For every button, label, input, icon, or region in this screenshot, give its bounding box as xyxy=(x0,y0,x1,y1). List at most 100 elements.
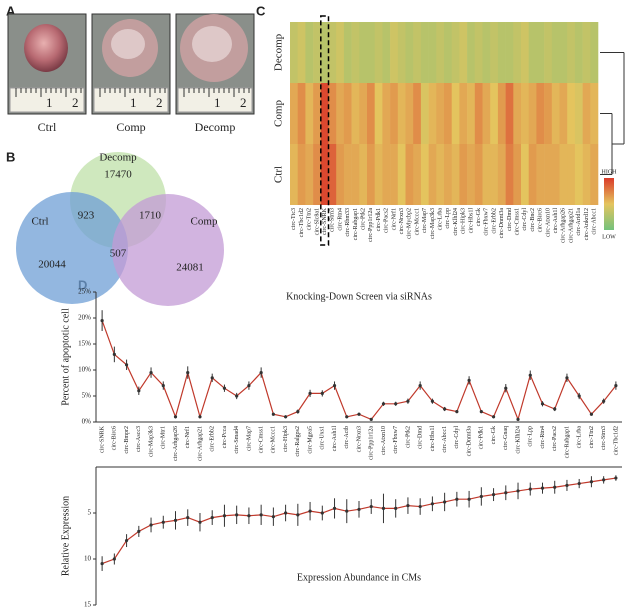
column-label: circ-Rtn4 xyxy=(337,208,343,231)
point xyxy=(528,373,532,377)
heat-cell xyxy=(297,144,306,205)
heat-cell xyxy=(590,144,599,205)
column-label: circ-SNRK xyxy=(322,207,328,235)
heat-cell xyxy=(374,83,383,144)
y-axis-label: Relative Expression xyxy=(60,496,71,576)
heat-cell xyxy=(290,22,298,83)
column-label: circ-Erbb2 xyxy=(491,208,497,234)
point xyxy=(443,500,447,504)
heat-cell xyxy=(328,144,337,205)
series-line xyxy=(101,320,617,422)
heat-cell xyxy=(336,22,345,83)
heat-cell xyxy=(574,83,583,144)
point xyxy=(553,485,557,489)
point xyxy=(161,384,165,388)
ruler-number: 1 xyxy=(214,95,221,110)
row-label: Comp xyxy=(273,100,285,127)
heat-cell xyxy=(374,22,383,83)
ruler-number: 2 xyxy=(156,95,163,110)
point xyxy=(565,483,569,487)
heat-cell xyxy=(444,22,452,83)
column-label: circ-Ttn2 xyxy=(307,208,313,230)
point xyxy=(112,352,116,356)
heat-cell xyxy=(528,144,537,205)
y-tick-label: 15 xyxy=(84,601,92,609)
point xyxy=(198,520,202,524)
heat-cell xyxy=(436,83,445,144)
point xyxy=(516,489,520,493)
heat-cell xyxy=(459,83,468,144)
column-label: circ-Hipk3 xyxy=(461,208,467,234)
heat-cell xyxy=(382,144,391,205)
heat-cell xyxy=(436,22,445,83)
ruler xyxy=(9,87,85,113)
point xyxy=(430,502,434,506)
x-tick-label: circ-Arhgap26 xyxy=(173,426,179,461)
heat-cell xyxy=(328,22,337,83)
x-tick-label: circ-Mtr1 xyxy=(161,426,167,449)
x-tick-label: circ-Atxn10 xyxy=(381,426,387,455)
heat-cell xyxy=(528,83,537,144)
point xyxy=(345,509,349,513)
x-tick-label: circ-Ascc3 xyxy=(136,426,142,452)
heat-cell xyxy=(382,83,391,144)
column-label: circ-Pacs2 xyxy=(384,208,390,233)
heat-cell xyxy=(559,22,568,83)
x-tick-label: circ-Lrba xyxy=(577,426,583,449)
heat-cell xyxy=(343,83,352,144)
point xyxy=(198,415,202,419)
x-tick-label: circ-Birc6 xyxy=(112,426,118,450)
column-label: circ-Ankrd12 xyxy=(584,208,590,240)
heat-cell xyxy=(390,83,399,144)
point xyxy=(173,518,178,522)
heat-cell xyxy=(574,22,583,83)
column-label: circ-Gk xyxy=(476,208,482,226)
x-tick-label: circ-Erbb2 xyxy=(210,426,216,452)
heat-cell xyxy=(536,22,545,83)
heat-cell xyxy=(551,22,560,83)
series-line xyxy=(101,477,616,565)
point xyxy=(406,399,410,403)
column-label: circ-Mccc1 xyxy=(414,208,420,235)
ruler xyxy=(93,87,169,113)
x-tick-label: circ-Tbc1d2 xyxy=(613,426,619,455)
highlight-box xyxy=(320,15,330,246)
heat-cell xyxy=(405,83,414,144)
column-label: circ-Lrba xyxy=(438,208,444,231)
column-label: circ-Cmss1 xyxy=(515,208,521,235)
point xyxy=(296,513,300,517)
point xyxy=(137,529,141,534)
point xyxy=(614,476,618,480)
point xyxy=(149,523,153,527)
x-tick-label: circ-Smad4 xyxy=(234,426,240,454)
column-label: circ-Hbs1l xyxy=(468,208,474,234)
chart-title: Expression Abundance in CMs xyxy=(297,572,421,583)
venn-set-label: Decomp xyxy=(99,152,137,164)
x-tick-label: circ-Rtn4 xyxy=(540,426,546,449)
column-label: circ-Tbc1d2 xyxy=(299,208,305,237)
point xyxy=(369,504,373,509)
column-label: circ-Atxn10 xyxy=(545,208,551,237)
heat-cell xyxy=(536,144,545,205)
column-label: circ-Ppp1r12a xyxy=(368,208,374,242)
heat-cell xyxy=(536,83,545,144)
venn-intersection: 507 xyxy=(110,248,127,260)
heat-cell xyxy=(459,22,468,83)
point xyxy=(455,497,459,501)
y-axis-label: Percent of apoptotic cell xyxy=(60,308,71,406)
heat-cell xyxy=(359,22,368,83)
heat-cell xyxy=(497,22,506,83)
point xyxy=(345,415,349,419)
tissue xyxy=(24,24,68,72)
point xyxy=(308,391,312,395)
point xyxy=(247,384,251,388)
heat-cell xyxy=(544,144,553,205)
heat-cell xyxy=(428,144,437,205)
point xyxy=(137,389,141,393)
x-tick-label: circ-Ralgps2 xyxy=(295,426,301,457)
heat-cell xyxy=(567,22,576,83)
point xyxy=(235,513,239,517)
heat-cell xyxy=(413,144,422,205)
heat-cell xyxy=(336,144,345,205)
heat-cell xyxy=(305,83,314,144)
